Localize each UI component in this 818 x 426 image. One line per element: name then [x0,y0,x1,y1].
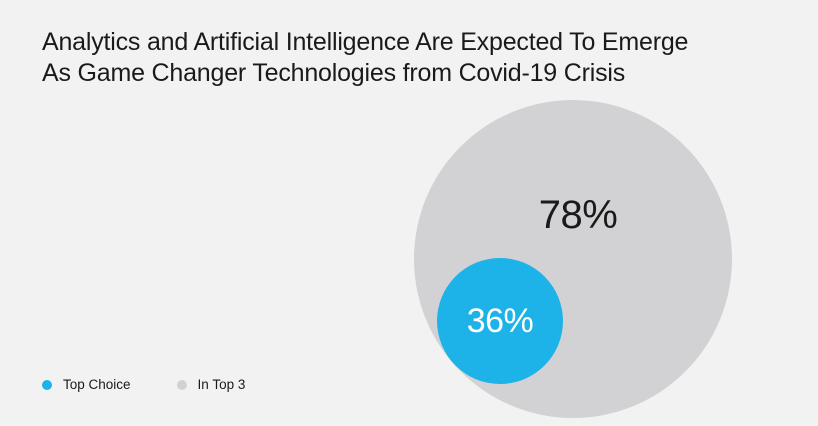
legend: Top Choice In Top 3 [42,376,245,394]
legend-item-top-choice: Top Choice [42,376,131,394]
top-choice-circle: 36% [437,258,563,384]
chart-title-line-2: As Game Changer Technologies from Covid-… [42,59,626,87]
top-choice-dot-icon [42,380,52,390]
top-choice-value-label: 36% [466,302,534,340]
in-top-3-value-label: 78% [538,193,618,237]
legend-label-in-top-3: In Top 3 [197,377,246,392]
in-top-3-dot-icon [176,380,187,390]
legend-item-in-top-3: In Top 3 [176,376,246,394]
chart-title-line-1: Analytics and Artificial Intelligence Ar… [42,28,689,56]
chart-title: Analytics and Artificial Intelligence Ar… [42,27,688,89]
legend-label-top-choice: Top Choice [63,377,131,392]
